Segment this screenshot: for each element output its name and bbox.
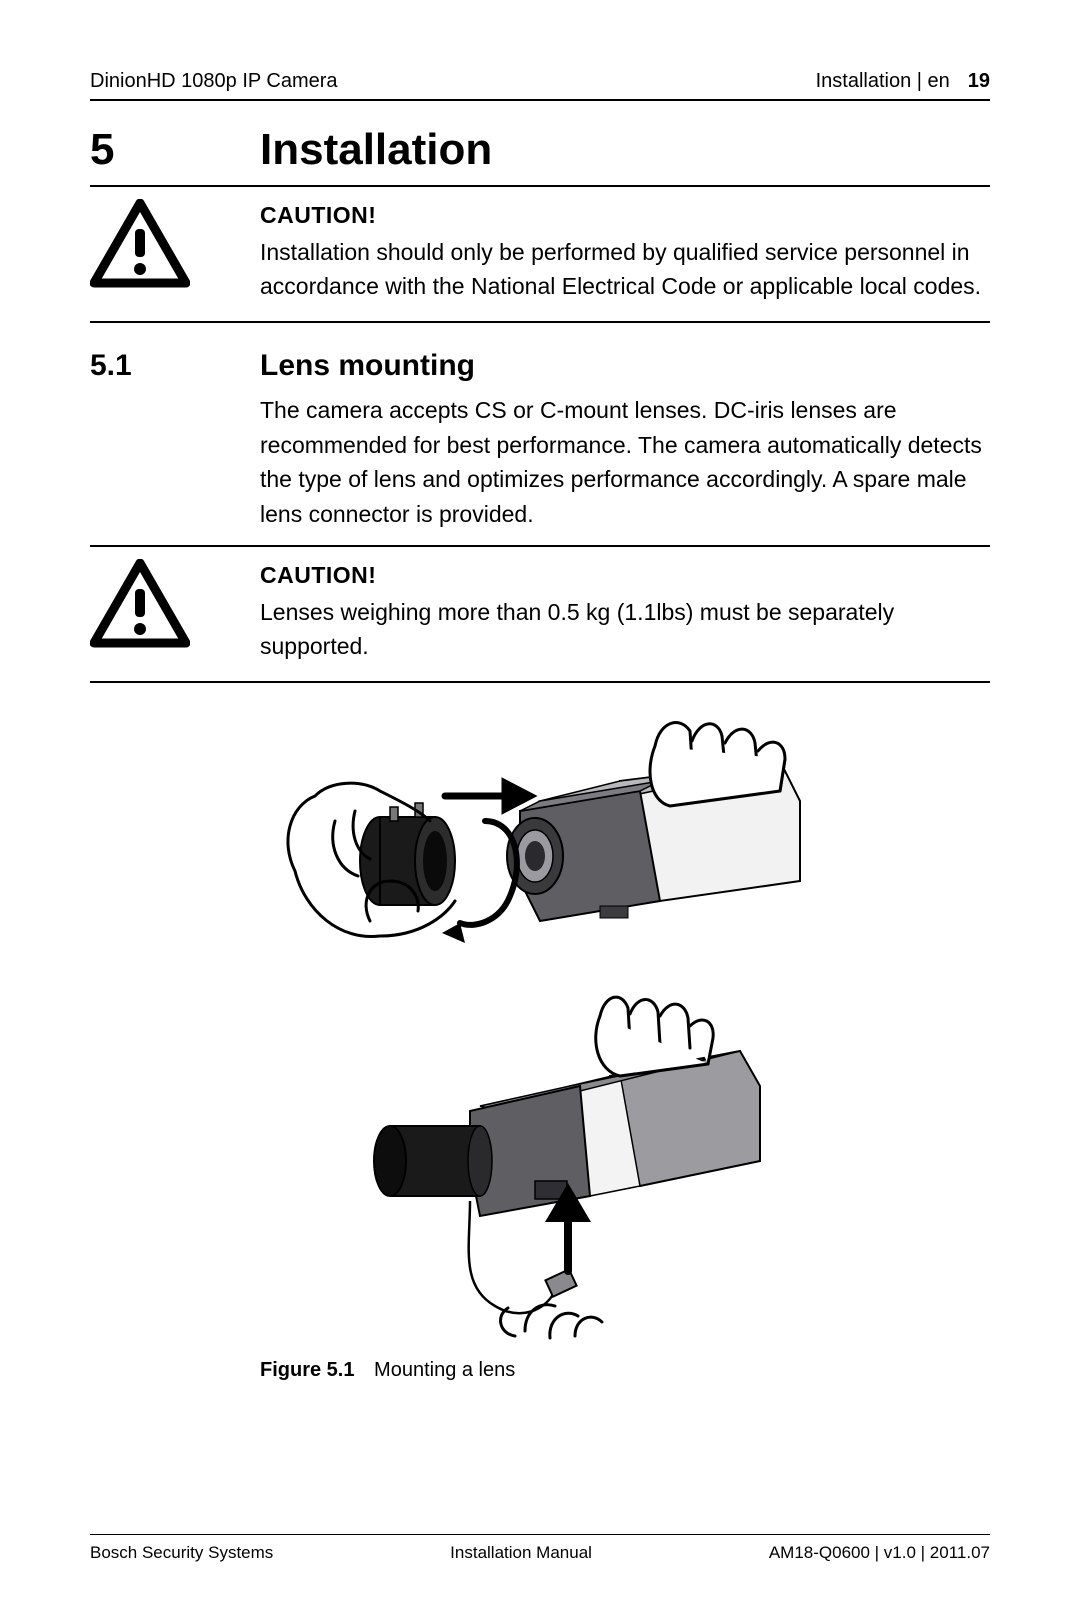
illustration-lens-mount-top [260,711,990,976]
footer-doc-type: Installation Manual [450,1543,592,1563]
chapter-title: Installation [260,125,492,175]
caution-label-1: CAUTION! [260,199,990,232]
figure-label: Figure 5.1 [260,1359,354,1381]
warning-triangle-icon [90,559,190,654]
subsection-body: The camera accepts CS or C-mount lenses.… [260,393,990,531]
figure-area: Figure 5.1 Mounting a lens [260,711,990,1382]
chapter-heading: 5 Installation [90,125,990,175]
product-name: DinionHD 1080p IP Camera [90,70,338,93]
illustration-lens-mount-bottom [260,986,990,1351]
subsection-heading: 5.1 Lens mounting [90,349,990,383]
warning-triangle-icon [90,199,190,294]
footer-company: Bosch Security Systems [90,1543,273,1563]
subsection-number: 5.1 [90,349,260,383]
figure-caption-text: Mounting a lens [374,1359,515,1381]
page-header: DinionHD 1080p IP Camera Installation | … [90,70,990,101]
caution-block-2: CAUTION! Lenses weighing more than 0.5 k… [90,545,990,683]
caution-label-2: CAUTION! [260,559,990,592]
page-number: 19 [968,70,990,93]
caution-text-2: Lenses weighing more than 0.5 kg (1.1lbs… [260,596,990,663]
page-footer: Bosch Security Systems Installation Manu… [90,1534,990,1563]
chapter-number: 5 [90,125,260,175]
caution-block-1: CAUTION! Installation should only be per… [90,185,990,323]
subsection-title: Lens mounting [260,349,475,383]
header-section: Installation | en [816,70,950,93]
footer-doc-id: AM18-Q0600 | v1.0 | 2011.07 [769,1543,990,1563]
figure-caption: Figure 5.1 Mounting a lens [260,1359,990,1382]
caution-text-1: Installation should only be performed by… [260,236,990,303]
